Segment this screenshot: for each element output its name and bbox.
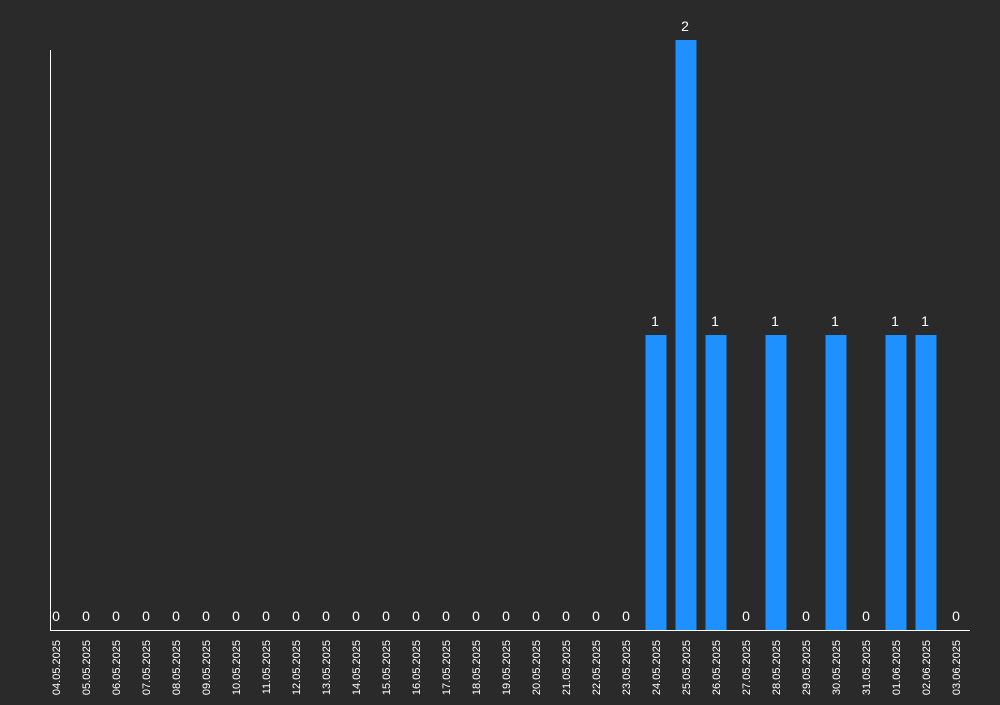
value-label: 0 [82, 608, 90, 624]
value-label: 0 [622, 608, 630, 624]
value-label: 0 [532, 608, 540, 624]
value-label: 0 [172, 608, 180, 624]
value-label: 0 [472, 608, 480, 624]
value-label: 1 [711, 313, 719, 329]
x-tick-label: 15.05.2025 [381, 640, 393, 695]
x-tick-label: 21.05.2025 [561, 640, 573, 695]
value-label: 0 [352, 608, 360, 624]
value-label: 0 [952, 608, 960, 624]
value-label: 1 [771, 313, 779, 329]
x-tick-label: 06.05.2025 [111, 640, 123, 695]
x-tick-label: 29.05.2025 [801, 640, 813, 695]
x-tick-label: 25.05.2025 [681, 640, 693, 695]
value-label: 0 [322, 608, 330, 624]
value-label: 0 [442, 608, 450, 624]
value-label: 1 [831, 313, 839, 329]
x-tick-label: 04.05.2025 [51, 640, 63, 695]
x-tick-label: 26.05.2025 [711, 640, 723, 695]
bar-25.05.2025 [675, 40, 697, 630]
x-tick-label: 19.05.2025 [501, 640, 513, 695]
bar-30.05.2025 [825, 335, 847, 630]
value-label: 2 [681, 18, 689, 34]
x-tick-label: 16.05.2025 [411, 640, 423, 695]
value-label: 1 [921, 313, 929, 329]
x-tick-label: 13.05.2025 [321, 640, 333, 695]
x-tick-label: 08.05.2025 [171, 640, 183, 695]
x-tick-label: 31.05.2025 [861, 640, 873, 695]
value-label: 0 [592, 608, 600, 624]
value-label: 0 [232, 608, 240, 624]
x-tick-label: 03.06.2025 [951, 640, 963, 695]
x-tick-label: 05.05.2025 [81, 640, 93, 695]
x-tick-label: 01.06.2025 [891, 640, 903, 695]
x-tick-label: 12.05.2025 [291, 640, 303, 695]
bars-group [645, 40, 937, 630]
bar-24.05.2025 [645, 335, 667, 630]
value-label: 0 [52, 608, 60, 624]
x-tick-label: 30.05.2025 [831, 640, 843, 695]
value-label: 0 [262, 608, 270, 624]
value-label: 1 [651, 313, 659, 329]
x-tick-label: 02.06.2025 [921, 640, 933, 695]
value-label: 0 [802, 608, 810, 624]
value-label: 0 [862, 608, 870, 624]
value-labels-group: 0 0 0 0 0 0 0 0 0 0 0 0 0 0 0 0 0 0 0 0 1 2 1 0 1 0 1 0 1 1 0 [52, 18, 960, 624]
value-label: 0 [502, 608, 510, 624]
value-label: 0 [142, 608, 150, 624]
x-tick-label: 20.05.2025 [531, 640, 543, 695]
x-tick-label: 18.05.2025 [471, 640, 483, 695]
bar-28.05.2025 [765, 335, 787, 630]
value-label: 0 [412, 608, 420, 624]
value-label: 1 [891, 313, 899, 329]
x-tick-label: 07.05.2025 [141, 640, 153, 695]
x-tick-label: 27.05.2025 [741, 640, 753, 695]
x-tick-label: 14.05.2025 [351, 640, 363, 695]
x-tick-label: 10.05.2025 [231, 640, 243, 695]
value-label: 0 [202, 608, 210, 624]
value-label: 0 [562, 608, 570, 624]
x-tick-labels-group: 04.05.2025 05.05.2025 06.05.2025 07.05.2025… [51, 640, 963, 695]
value-label: 0 [382, 608, 390, 624]
bar-01.06.2025 [885, 335, 907, 630]
value-label: 0 [742, 608, 750, 624]
value-label: 0 [292, 608, 300, 624]
x-tick-label: 23.05.2025 [621, 640, 633, 695]
x-tick-label: 24.05.2025 [651, 640, 663, 695]
bar-26.05.2025 [705, 335, 727, 630]
x-tick-label: 09.05.2025 [201, 640, 213, 695]
x-tick-label: 28.05.2025 [771, 640, 783, 695]
x-tick-label: 17.05.2025 [441, 640, 453, 695]
x-tick-label: 22.05.2025 [591, 640, 603, 695]
x-tick-label: 11.05.2025 [261, 640, 273, 694]
bar-02.06.2025 [915, 335, 937, 630]
value-label: 0 [112, 608, 120, 624]
